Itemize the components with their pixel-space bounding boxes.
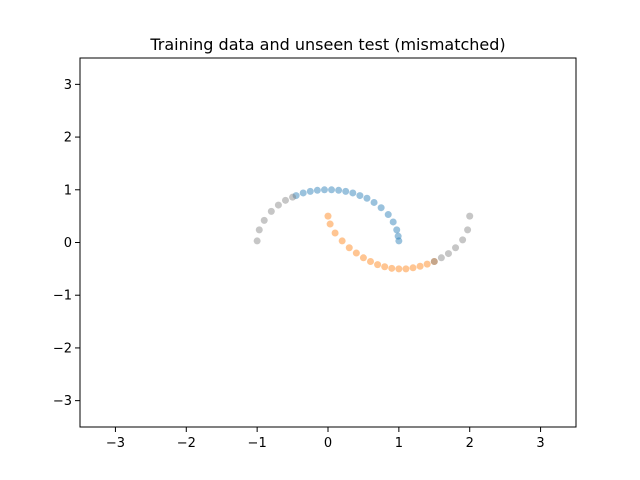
x-tick-label: 2 xyxy=(466,436,474,451)
y-tick-label: 2 xyxy=(64,131,72,146)
scatter-point xyxy=(326,220,334,228)
scatter-point xyxy=(388,264,396,272)
y-tick-label: 0 xyxy=(64,236,72,251)
scatter-point xyxy=(342,187,350,195)
scatter-point xyxy=(363,194,371,202)
scatter-point xyxy=(255,226,263,234)
scatter-point xyxy=(292,192,300,200)
y-tick-label: −3 xyxy=(53,394,72,409)
scatter-point xyxy=(313,186,321,194)
scatter-point xyxy=(402,265,410,273)
scatter-point xyxy=(423,260,431,268)
scatter-point xyxy=(274,201,282,209)
scatter-point xyxy=(328,186,336,194)
scatter-point xyxy=(395,265,403,273)
scatter-point xyxy=(430,257,438,265)
scatter-point xyxy=(320,186,328,194)
y-tick-label: 1 xyxy=(64,183,72,198)
x-tick-label: −2 xyxy=(177,436,196,451)
scatter-point xyxy=(416,262,424,270)
scatter-point xyxy=(464,226,472,234)
scatter-point xyxy=(349,189,357,197)
x-tick-label: −3 xyxy=(106,436,125,451)
scatter-point xyxy=(437,254,445,262)
scatter-point xyxy=(359,254,367,262)
scatter-point xyxy=(444,250,452,258)
scatter-point xyxy=(452,244,460,252)
chart-title: Training data and unseen test (mismatche… xyxy=(149,35,505,54)
scatter-point xyxy=(374,261,382,269)
scatter-point xyxy=(299,189,307,197)
scatter-point xyxy=(409,264,417,272)
scatter-point xyxy=(260,216,268,224)
ticks-layer: −3 −2 −1 0 1 2 3 −3 −2 −1 0 1 2 3 xyxy=(53,78,545,451)
scatter-point xyxy=(430,257,438,265)
x-tick-label: 0 xyxy=(324,436,332,451)
points-layer xyxy=(253,186,474,273)
x-tick-label: −1 xyxy=(248,436,267,451)
scatter-point xyxy=(281,196,289,204)
scatter-point xyxy=(395,237,403,245)
scatter-point xyxy=(384,211,392,219)
x-tick-label: 1 xyxy=(395,436,403,451)
scatter-point xyxy=(253,237,261,245)
scatter-point xyxy=(466,212,474,220)
scatter-point xyxy=(370,198,378,206)
scatter-point xyxy=(394,232,402,240)
scatter-point xyxy=(352,249,360,257)
scatter-point xyxy=(306,187,314,195)
y-tick-label: −2 xyxy=(53,341,72,356)
scatter-point xyxy=(393,226,401,234)
scatter-point xyxy=(367,257,375,265)
scatter-point xyxy=(335,186,343,194)
y-tick-label: −1 xyxy=(53,289,72,304)
x-tick-label: 3 xyxy=(536,436,544,451)
scatter-point xyxy=(356,192,364,200)
scatter-point xyxy=(338,237,346,245)
scatter-point xyxy=(377,204,385,212)
scatter-point xyxy=(289,193,297,201)
scatter-point xyxy=(381,263,389,271)
scatter-point xyxy=(331,229,339,237)
scatter-point xyxy=(324,212,332,220)
y-tick-label: 3 xyxy=(64,78,72,93)
scatter-point xyxy=(345,244,353,252)
scatter-point xyxy=(459,236,467,244)
scatter-point xyxy=(267,207,275,215)
scatter-point xyxy=(389,218,397,226)
